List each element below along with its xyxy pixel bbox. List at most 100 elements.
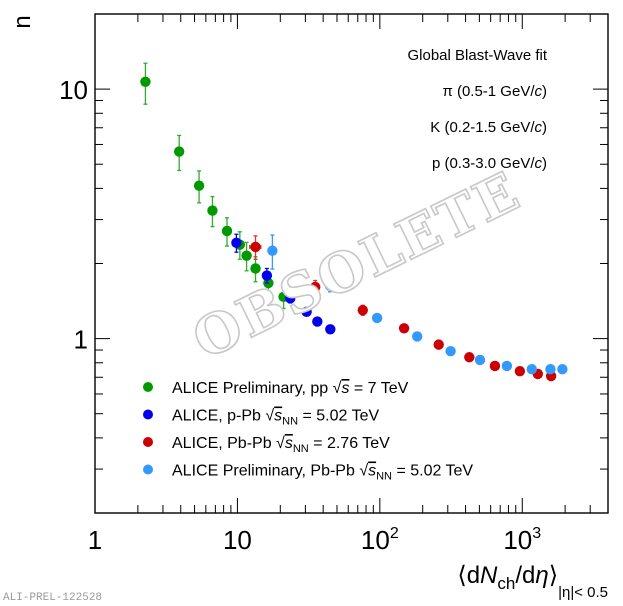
legend-marker-2 [143, 437, 153, 447]
y-axis-label: n [9, 15, 36, 28]
data-point [231, 237, 242, 249]
annotation-tail: ) [542, 155, 547, 172]
legend-label-2: ALICE, Pb-Pb √sNN = 2.76 TeV [172, 435, 390, 455]
preprint-id: ALI-PREL-122528 [3, 592, 102, 604]
annotation-tail: ) [542, 83, 547, 100]
data-point [557, 364, 568, 375]
x-tick-label: 103 [503, 525, 541, 555]
x-tick-label-base: 1 [88, 525, 102, 555]
obsolete-watermark: OBSOLETE [183, 158, 530, 371]
series-3 [267, 234, 568, 375]
sqrt-symbol: √ [359, 463, 368, 480]
sqrt-symbol: √ [333, 380, 342, 397]
data-point [474, 354, 486, 366]
legend-s: s [368, 463, 376, 480]
data-point [357, 304, 368, 316]
legend-marker-3 [143, 464, 153, 475]
legend-pre: ALICE Preliminary, pp [172, 380, 333, 397]
legend-pre: ALICE, p-Pb [172, 408, 265, 425]
x-label-sub: |η|< 0.5 [558, 584, 608, 601]
data-layer [140, 62, 568, 382]
data-point [221, 225, 233, 237]
legend-pre: ALICE, Pb-Pb [172, 435, 276, 452]
legend-post: = 5.02 TeV [392, 463, 473, 480]
x-tick-label-exponent: 2 [390, 525, 399, 542]
data-point [433, 339, 444, 350]
legend-post: = 2.76 TeV [309, 435, 390, 452]
legend-sub: NN [376, 471, 392, 483]
y-tick-label: 1 [74, 325, 88, 355]
data-point [140, 76, 151, 87]
sqrt-symbol: √ [265, 408, 274, 425]
annotation-3: p (0.3-3.0 GeV/c) [432, 155, 547, 172]
annotation-italic: c [535, 155, 543, 172]
series-1 [231, 233, 336, 335]
x-label-slash: /d [515, 562, 535, 589]
data-point [310, 281, 321, 293]
data-point [398, 323, 410, 334]
y-tick-label: 10 [59, 75, 88, 105]
data-point [412, 331, 423, 342]
data-point [250, 241, 261, 253]
data-point [514, 366, 526, 377]
data-point [545, 364, 556, 375]
x-tick-label-base: 10 [503, 525, 532, 555]
annotation-1: π (0.5-1 GeV/c) [442, 83, 547, 100]
data-point [250, 263, 261, 274]
legend-s: s [274, 408, 282, 425]
annotation-text: Global Blast-Wave fit [408, 47, 548, 64]
legend-sub: NN [282, 416, 298, 428]
data-point [261, 270, 273, 281]
x-label-eta: η [535, 562, 548, 589]
watermark: OBSOLETE [182, 158, 531, 373]
data-point [173, 146, 185, 157]
x-label-close: ⟩ [549, 562, 558, 589]
legend-label-0: ALICE Preliminary, pp √s = 7 TeV [172, 380, 409, 397]
x-tick-label-exponent: 3 [532, 525, 541, 542]
series-2 [249, 235, 557, 382]
data-point [501, 360, 513, 372]
annotation-text: p (0.3-3.0 GeV/ [432, 155, 535, 172]
legend-sub: NN [293, 443, 309, 455]
legend-marker-1 [143, 409, 153, 420]
x-tick-label: 102 [361, 525, 399, 555]
data-point [371, 312, 383, 324]
x-tick-label: 10 [223, 525, 252, 555]
legend-s: s [341, 380, 349, 397]
legend-post: = 5.02 TeV [298, 408, 379, 425]
x-tick-label-base: 10 [223, 525, 252, 555]
data-point [267, 245, 278, 256]
x-tick-label: 1 [88, 525, 102, 555]
annotation-2: K (0.2-1.5 GeV/c) [430, 119, 547, 136]
legend-marker-0 [143, 382, 153, 392]
data-point [324, 280, 336, 291]
data-point [193, 180, 205, 191]
annotation-italic: c [535, 119, 543, 136]
annotation-text: π (0.5-1 GeV/ [442, 83, 535, 100]
annotation-italic: c [535, 83, 543, 100]
data-point [207, 205, 218, 216]
legend-post: = 7 TeV [349, 380, 408, 397]
series-0 [140, 62, 289, 310]
data-point [301, 306, 312, 318]
x-tick-label-base: 10 [361, 525, 390, 555]
sqrt-symbol: √ [276, 435, 285, 452]
x-label-ch: ch [497, 574, 515, 593]
x-label-open: ⟨d [457, 562, 480, 589]
data-point [285, 293, 296, 304]
legend-label-1: ALICE, p-Pb √sNN = 5.02 TeV [172, 408, 379, 428]
data-point [241, 250, 252, 261]
annotation-text: K (0.2-1.5 GeV/ [430, 119, 535, 136]
data-point [526, 364, 538, 375]
annotation-0: Global Blast-Wave fit [408, 47, 548, 64]
legend-label-3: ALICE Preliminary, Pb-Pb √sNN = 5.02 TeV [172, 463, 473, 483]
legend-pre: ALICE Preliminary, Pb-Pb [172, 463, 359, 480]
annotation-tail: ) [542, 119, 547, 136]
data-point [489, 360, 501, 372]
data-point [325, 324, 336, 335]
legend-s: s [285, 435, 293, 452]
